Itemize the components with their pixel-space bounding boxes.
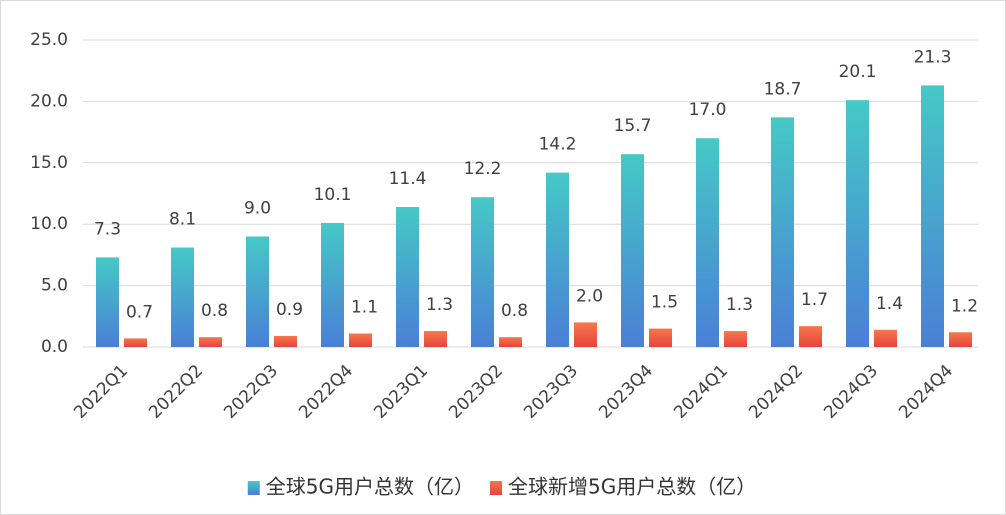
bar <box>96 257 119 347</box>
y-tick-label: 0.0 <box>41 337 68 357</box>
bar <box>846 100 869 347</box>
y-tick-label: 25.0 <box>30 30 68 50</box>
bar <box>349 333 372 347</box>
value-label: 0.7 <box>126 302 153 322</box>
y-tick-label: 5.0 <box>41 276 68 296</box>
value-label: 20.1 <box>839 62 877 82</box>
value-label: 2.0 <box>576 286 603 306</box>
value-label: 1.2 <box>951 296 978 316</box>
y-tick-label: 10.0 <box>30 214 68 234</box>
y-tick-label: 15.0 <box>30 153 68 173</box>
bar <box>949 332 972 347</box>
value-label: 7.3 <box>94 219 121 239</box>
bar <box>574 322 597 347</box>
value-label: 10.1 <box>314 185 352 205</box>
value-label: 0.8 <box>501 301 528 321</box>
bar <box>199 337 222 347</box>
value-label: 0.8 <box>201 301 228 321</box>
bar <box>396 207 419 347</box>
value-label: 1.3 <box>726 295 753 315</box>
legend-label: 全球5G用户总数（亿） <box>266 475 474 499</box>
value-label: 17.0 <box>689 100 727 120</box>
bar <box>424 331 447 347</box>
bar <box>321 222 344 347</box>
value-label: 1.3 <box>426 295 453 315</box>
value-label: 14.2 <box>539 135 577 155</box>
bar <box>771 117 794 347</box>
value-label: 1.5 <box>651 293 678 313</box>
bar <box>124 338 147 347</box>
value-label: 21.3 <box>914 47 952 67</box>
bar <box>171 247 194 347</box>
legend-swatch <box>490 481 502 495</box>
y-tick-label: 20.0 <box>30 91 68 111</box>
bar <box>246 236 269 347</box>
value-label: 18.7 <box>764 79 802 99</box>
bar <box>499 337 522 347</box>
bar <box>471 197 494 347</box>
bar <box>724 331 747 347</box>
bar <box>649 328 672 347</box>
bar <box>799 326 822 347</box>
value-label: 1.4 <box>876 294 903 314</box>
value-label: 1.7 <box>801 290 828 310</box>
bar <box>921 85 944 347</box>
bar <box>274 335 297 347</box>
legend-swatch <box>247 481 260 495</box>
value-label: 9.0 <box>244 198 271 218</box>
value-label: 8.1 <box>169 210 196 230</box>
bar <box>621 154 644 347</box>
value-label: 0.9 <box>276 300 303 320</box>
bar <box>546 172 569 347</box>
value-label: 11.4 <box>389 169 427 189</box>
value-label: 15.7 <box>614 116 652 136</box>
value-label: 12.2 <box>464 159 502 179</box>
legend-label: 全球新增5G用户总数（亿） <box>508 475 756 499</box>
bar <box>696 138 719 347</box>
bar <box>874 329 897 347</box>
value-label: 1.1 <box>351 297 378 317</box>
